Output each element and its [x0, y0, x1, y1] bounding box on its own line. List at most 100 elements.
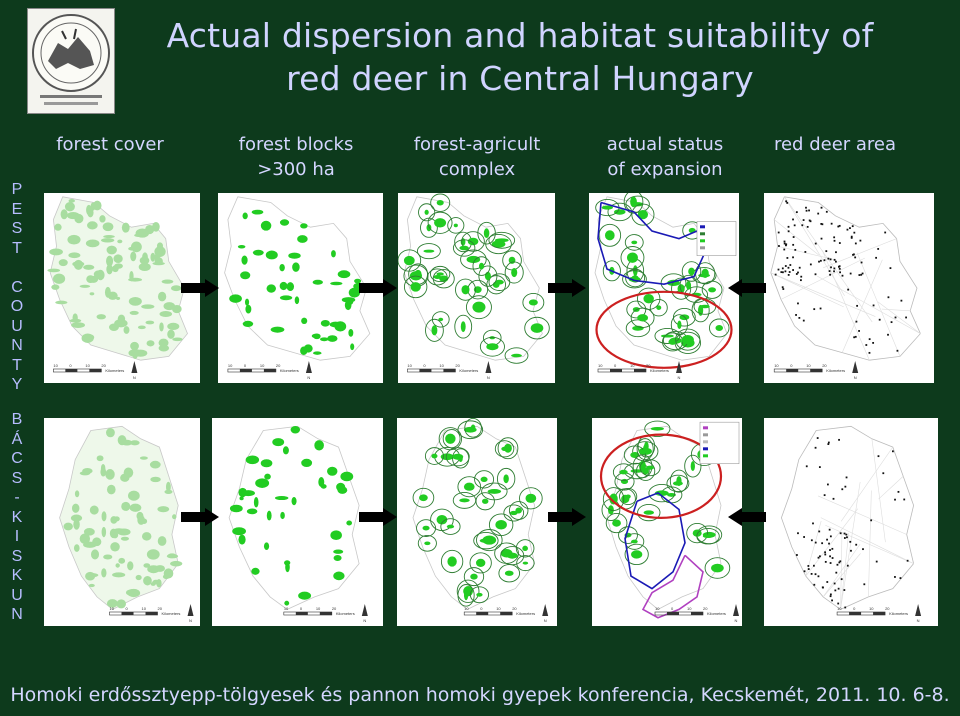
scale-tick: 0 [614, 363, 617, 368]
map-pest-red-deer-area: 10 0 10 20 Kilometers N [764, 193, 934, 383]
county-outline [594, 196, 728, 361]
buffer-ring [625, 268, 646, 288]
forest-patch [139, 456, 148, 460]
scale-tick: 0 [671, 606, 674, 611]
forest-patch [71, 503, 80, 513]
forest-block [711, 563, 724, 573]
forest-patch [121, 501, 131, 511]
forest-block [480, 476, 488, 483]
forest-patch [58, 259, 68, 267]
deer-observation [890, 321, 893, 324]
expansion-boundary [597, 201, 707, 286]
forest-patch [149, 460, 161, 469]
forest-block [700, 304, 710, 309]
deer-observation [828, 528, 831, 531]
buffer-ring [461, 231, 485, 252]
district-line [840, 481, 861, 610]
forest-block [252, 249, 264, 256]
map-bacs-red-deer-area: 10 0 10 20 Kilometers N [764, 418, 938, 626]
scale-unit: Kilometers [650, 368, 669, 373]
forest-patch [165, 481, 171, 493]
deer-observation [858, 330, 860, 332]
forest-patch [127, 561, 134, 571]
deer-observation [820, 237, 823, 240]
deer-observation [831, 547, 834, 550]
row-label-letter [6, 258, 28, 278]
deer-observation [800, 275, 803, 278]
forest-patch [89, 505, 99, 515]
forest-patch [87, 221, 98, 230]
forest-block [350, 343, 355, 351]
buffer-ring [522, 292, 545, 312]
forest-block [241, 255, 248, 265]
scale-tick: 10 [316, 606, 321, 611]
forest-patch [89, 292, 95, 296]
forest-patch [137, 515, 145, 525]
forest-patch [146, 340, 155, 347]
buffer-ring [456, 579, 480, 603]
forest-block [621, 494, 630, 504]
forest-block [626, 252, 638, 263]
forest-block [294, 296, 300, 305]
deer-observation [793, 224, 796, 227]
forest-patch [64, 201, 75, 212]
deer-observation [846, 536, 848, 539]
buffer-ring [508, 501, 529, 520]
forest-block [463, 590, 469, 601]
forest-block [453, 223, 458, 228]
forest-block [511, 267, 518, 278]
forest-block [478, 262, 485, 270]
forest-patch [170, 285, 182, 292]
district-line [868, 490, 872, 597]
deer-observation [792, 218, 794, 221]
forest-block [525, 493, 537, 503]
forest-patch [71, 322, 85, 328]
forest-patch [101, 568, 107, 578]
scale-unit: Kilometers [105, 368, 124, 373]
forest-patch [100, 463, 106, 473]
deer-observation [782, 288, 785, 290]
forest-block [424, 209, 429, 215]
forest-patch [90, 202, 96, 211]
buffer-ring [524, 316, 550, 340]
deer-observation [875, 256, 878, 259]
forest-block [503, 474, 509, 484]
map-body [594, 193, 737, 369]
forest-block [470, 424, 476, 432]
forest-block [522, 545, 528, 552]
forest-block [300, 223, 308, 229]
map-bacs-forest-blocks: 10 0 10 20 Kilometers N [212, 418, 383, 626]
forest-block [312, 279, 323, 285]
deer-observation [792, 236, 795, 238]
expansion-boundary [624, 491, 686, 590]
forest-block [282, 446, 289, 455]
forest-block [708, 287, 717, 293]
forest-patch [130, 341, 139, 351]
deer-observation [830, 222, 833, 225]
deer-observation [807, 568, 810, 570]
deer-observation [844, 606, 847, 609]
deer-observation [814, 541, 817, 544]
forest-patch [130, 251, 137, 262]
deer-observation [812, 522, 814, 525]
forest-block [637, 314, 649, 322]
forest-patch [115, 296, 121, 300]
deer-observation [818, 466, 821, 468]
buffer-ring [469, 552, 492, 574]
scale-tick: 10 [260, 363, 265, 368]
forest-block [522, 561, 529, 565]
deer-observation [905, 316, 907, 319]
deer-observation [835, 251, 837, 254]
deer-observation [838, 267, 841, 270]
forest-block [509, 510, 518, 516]
district-line [840, 532, 849, 610]
forest-patch [81, 333, 94, 343]
scale-tick: 10 [85, 363, 90, 368]
forest-patch [150, 252, 156, 262]
map-bacs-forest-agricult: 10 0 10 20 Kilometers N [397, 418, 557, 626]
county-outline [224, 196, 371, 361]
row-label-letter: T [12, 239, 22, 257]
forest-block [251, 567, 260, 575]
map-body [59, 425, 183, 610]
